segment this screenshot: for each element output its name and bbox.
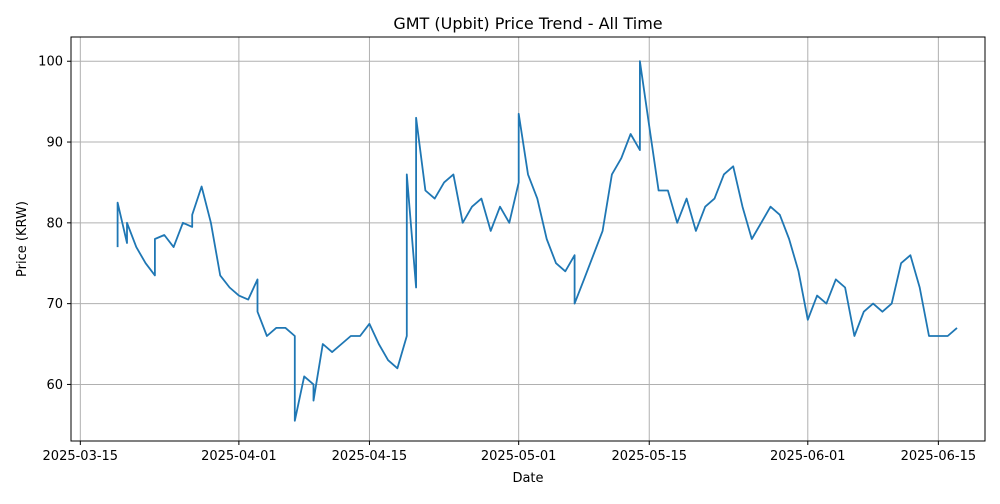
y-tick-label: 100 bbox=[38, 55, 63, 70]
x-axis-label: Date bbox=[512, 471, 543, 486]
ticks-layer: 2025-03-15 2025-04-01 2025-04-15 2025-05-01… bbox=[38, 55, 976, 464]
x-tick-label: 2025-03-15 bbox=[43, 449, 119, 464]
x-tick-label: 2025-06-15 bbox=[901, 449, 977, 464]
chart-title: GMT (Upbit) Price Trend - All Time bbox=[393, 14, 662, 33]
x-tick-label: 2025-04-01 bbox=[201, 449, 277, 464]
x-tick-label: 2025-06-01 bbox=[770, 449, 846, 464]
grid-layer bbox=[71, 37, 985, 441]
series-line bbox=[116, 60, 958, 422]
y-tick-label: 60 bbox=[46, 378, 63, 393]
plot-frame bbox=[70, 36, 986, 442]
y-tick-label: 80 bbox=[46, 216, 63, 231]
y-axis-label: Price (KRW) bbox=[15, 201, 30, 277]
x-tick-label: 2025-05-01 bbox=[481, 449, 557, 464]
y-tick-label: 90 bbox=[46, 136, 63, 151]
y-tick-label: 70 bbox=[46, 297, 63, 312]
x-tick-label: 2025-04-15 bbox=[332, 449, 408, 464]
x-tick-label: 2025-05-15 bbox=[611, 449, 687, 464]
